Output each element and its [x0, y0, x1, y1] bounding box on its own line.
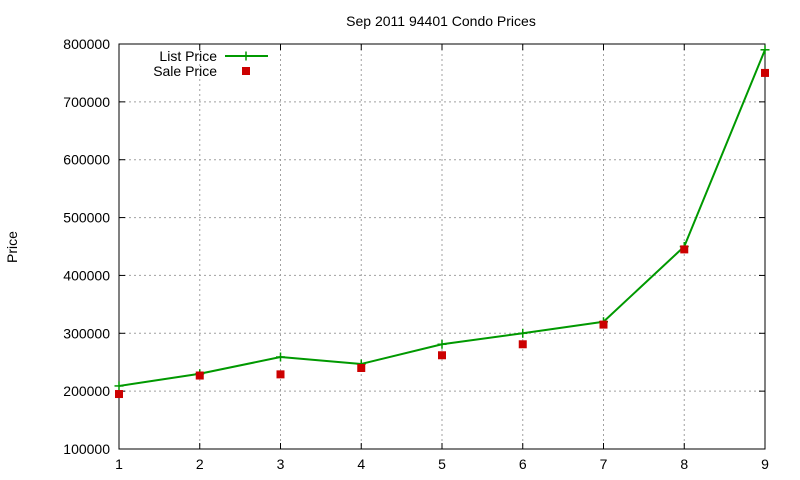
- list-price-point: [518, 328, 528, 338]
- grid-lines: [119, 44, 765, 449]
- sale-price-point: [761, 68, 769, 77]
- sale-price-point: [115, 390, 123, 399]
- list-price-point: [437, 339, 447, 349]
- x-tick-label: 8: [680, 456, 688, 472]
- series-1: [115, 68, 769, 399]
- legend-label: Sale Price: [153, 63, 217, 79]
- sale-price-point: [518, 340, 527, 349]
- y-axis-label: Price: [4, 231, 20, 263]
- y-tick-label: 500000: [63, 210, 110, 226]
- y-tick-label: 600000: [63, 152, 110, 168]
- y-tick-label: 800000: [63, 36, 110, 52]
- list-price-point: [760, 45, 770, 55]
- y-tick-label: 700000: [63, 94, 110, 110]
- list-price-point: [276, 352, 285, 362]
- axis-ticks: 100000 200000 300000 400000 500000 600000 7000…: [63, 36, 769, 472]
- y-tick-label: 400000: [63, 267, 110, 283]
- sale-price-point: [599, 320, 608, 329]
- series-layer: [114, 45, 770, 399]
- chart-title: Sep 2011 94401 Condo Prices: [346, 13, 536, 29]
- sale-price-point: [438, 351, 446, 360]
- x-tick-label: 9: [761, 456, 769, 472]
- sale-price-point: [680, 245, 689, 254]
- list-price-point: [114, 381, 124, 391]
- y-tick-label: 200000: [63, 383, 110, 399]
- x-tick-label: 5: [438, 456, 446, 472]
- x-tick-label: 2: [196, 456, 204, 472]
- legend-square-marker: [242, 67, 250, 75]
- sale-price-point: [357, 364, 366, 372]
- x-tick-label: 3: [277, 456, 285, 472]
- x-tick-label: 7: [600, 456, 608, 472]
- y-tick-label: 300000: [63, 325, 110, 341]
- x-tick-label: 4: [357, 456, 365, 472]
- legend-plus-marker: [241, 51, 251, 61]
- x-tick-label: 1: [115, 456, 123, 472]
- series-0: [114, 45, 770, 391]
- sale-price-point: [195, 371, 204, 380]
- y-tick-label: 100000: [63, 441, 110, 457]
- sale-price-point: [276, 370, 285, 379]
- x-tick-label: 6: [519, 456, 527, 472]
- legend-label: List Price: [159, 48, 217, 64]
